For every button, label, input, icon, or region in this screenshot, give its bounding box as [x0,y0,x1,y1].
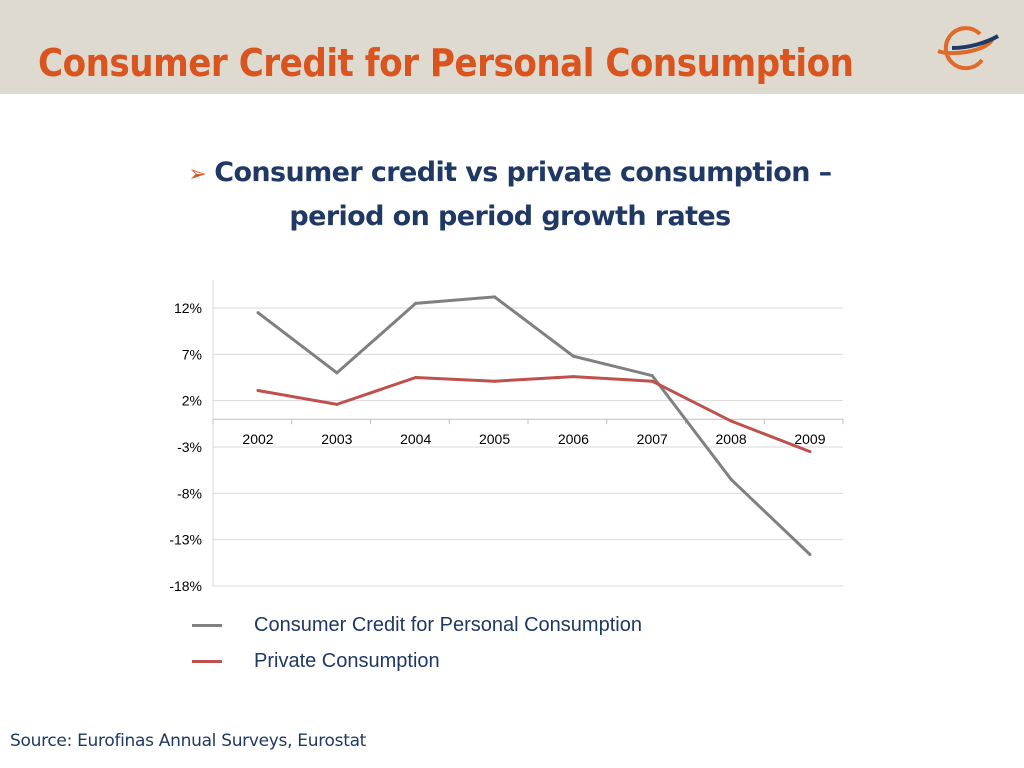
y-tick-label: 2% [182,393,202,409]
y-tick-label: 12% [174,300,202,316]
series-line-1 [257,375,811,454]
source-note: Source: Eurofinas Annual Surveys, Eurost… [10,731,367,751]
data-point [335,402,339,406]
page-title: Consumer Credit for Personal Consumption [38,41,854,85]
subtitle-line1: Consumer credit vs private consumption – [214,157,832,188]
data-point [729,419,733,423]
legend-label: Consumer Credit for Personal Consumption [254,614,642,636]
y-tick-label: -13% [169,532,202,548]
x-tick-label: 2008 [716,431,747,447]
x-tick-label: 2004 [400,431,431,447]
data-point [414,376,418,379]
data-point [414,301,418,305]
data-point [493,379,497,383]
data-point [729,477,733,481]
subtitle-line2: period on period growth rates [289,201,731,232]
globe-logo-icon [937,26,1000,71]
data-point [650,379,654,383]
arrow-bullet-icon: ➢ [188,162,207,187]
data-point [808,450,812,454]
x-tick-label: 2009 [794,431,825,447]
data-point [256,311,260,315]
data-point [650,374,654,378]
data-point [493,295,497,299]
x-tick-label: 2006 [558,431,589,447]
x-tick-label: 2002 [242,431,273,447]
y-tick-label: -8% [177,485,202,501]
legend-label: Private Consumption [254,650,440,672]
x-tick-label: 2007 [637,431,668,447]
x-tick-label: 2005 [479,431,510,447]
legend-swatch [192,624,222,628]
legend-swatch [192,660,222,664]
data-point [571,354,575,358]
data-point [335,371,339,375]
header-bar: Consumer Credit for Personal Consumption [0,0,1024,94]
legend-item-private: Private Consumption [192,650,440,673]
data-point [571,375,575,379]
y-tick-label: -3% [177,439,202,455]
x-tick-label: 2003 [321,431,352,447]
y-tick-label: -18% [169,578,202,594]
series-line-0 [257,295,811,556]
legend-item-credit: Consumer Credit for Personal Consumption [192,614,642,637]
data-point [256,388,260,392]
y-tick-label: 7% [182,346,202,362]
chart-subtitle: ➢ Consumer credit vs private consumption … [170,152,850,238]
data-point [808,552,812,556]
